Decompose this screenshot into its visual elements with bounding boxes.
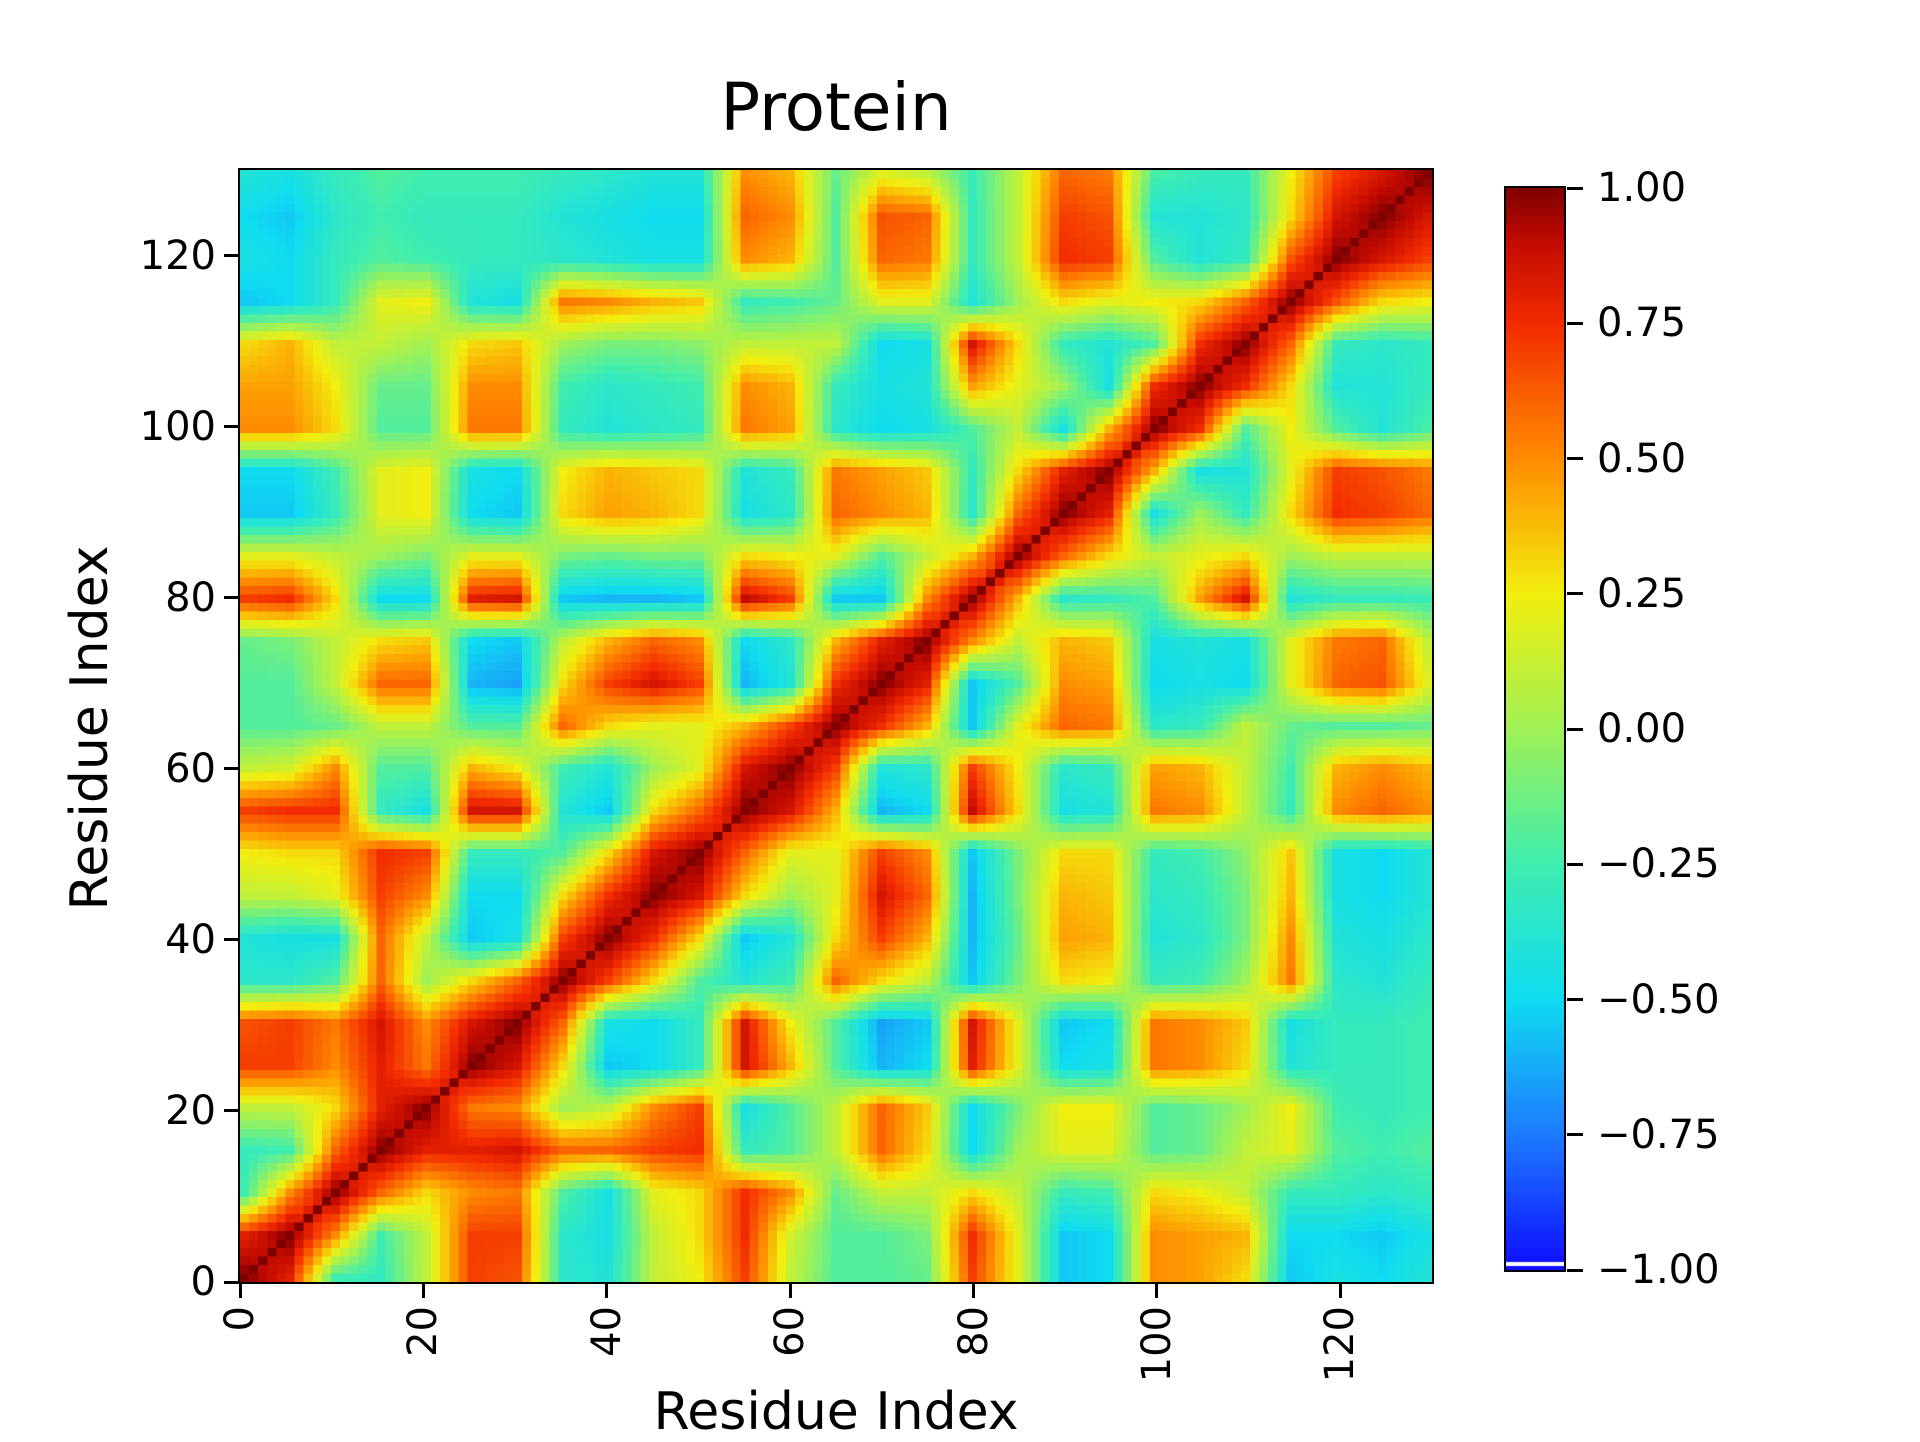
- y-tick-mark: [224, 1280, 240, 1284]
- y-tick-label: 60: [165, 745, 216, 792]
- colorbar-tick-mark: [1567, 186, 1583, 190]
- colorbar-tick-label: −0.50: [1597, 976, 1720, 1023]
- colorbar-tick-mark: [1567, 1268, 1583, 1272]
- correlation-heatmap-image: [239, 169, 1432, 1282]
- y-tick-mark: [224, 596, 240, 600]
- x-tick-mark: [788, 1282, 792, 1298]
- y-tick-label: 20: [165, 1087, 216, 1134]
- colorbar-tick-label: 0.25: [1597, 570, 1687, 617]
- colorbar-tick-mark: [1567, 592, 1583, 596]
- y-tick-label: 100: [139, 403, 216, 450]
- x-tick-label: 0: [217, 1306, 263, 1332]
- colorbar-gradient: [1505, 187, 1564, 1270]
- y-tick-label: 120: [139, 232, 216, 279]
- y-tick-label: 0: [190, 1259, 216, 1305]
- x-tick-label: 40: [583, 1306, 630, 1357]
- colorbar-tick-mark: [1567, 862, 1583, 866]
- colorbar-tick-mark: [1567, 1133, 1583, 1137]
- x-tick-mark: [1338, 1282, 1342, 1298]
- y-tick-mark: [224, 425, 240, 429]
- colorbar-tick-mark: [1567, 998, 1583, 1001]
- colorbar-tick-label: −0.75: [1597, 1111, 1720, 1158]
- x-tick-label: 60: [767, 1306, 814, 1357]
- y-tick-label: 80: [165, 574, 216, 621]
- y-axis-label: Residue Index: [60, 545, 120, 911]
- colorbar-tick-label: −1.00: [1597, 1247, 1720, 1293]
- x-tick-mark: [972, 1282, 976, 1298]
- x-tick-label: 80: [950, 1306, 997, 1357]
- x-tick-label: 100: [1133, 1306, 1180, 1383]
- x-tick-mark: [238, 1282, 242, 1298]
- x-tick-mark: [1155, 1282, 1159, 1298]
- y-tick-label: 40: [165, 916, 216, 963]
- colorbar: [1503, 185, 1566, 1272]
- colorbar-tick-mark: [1567, 727, 1583, 731]
- colorbar-tick-label: 1.00: [1597, 165, 1687, 211]
- x-tick-label: 20: [400, 1306, 447, 1357]
- colorbar-tick-label: 0.00: [1597, 706, 1687, 752]
- colorbar-tick-mark: [1567, 457, 1583, 460]
- colorbar-tick-label: 0.50: [1597, 435, 1687, 482]
- x-tick-mark: [421, 1282, 425, 1298]
- x-axis-label: Residue Index: [653, 1382, 1019, 1442]
- y-tick-mark: [224, 767, 240, 771]
- y-tick-mark: [224, 938, 240, 942]
- y-tick-mark: [224, 1109, 240, 1113]
- colorbar-tick-label: −0.25: [1597, 841, 1720, 888]
- x-tick-label: 120: [1317, 1306, 1364, 1383]
- colorbar-tick-label: 0.75: [1597, 300, 1687, 347]
- figure-title: Protein: [720, 69, 952, 146]
- x-tick-mark: [605, 1282, 609, 1298]
- plot-area: [237, 167, 1434, 1284]
- y-tick-mark: [224, 254, 240, 258]
- colorbar-tick-mark: [1567, 321, 1583, 325]
